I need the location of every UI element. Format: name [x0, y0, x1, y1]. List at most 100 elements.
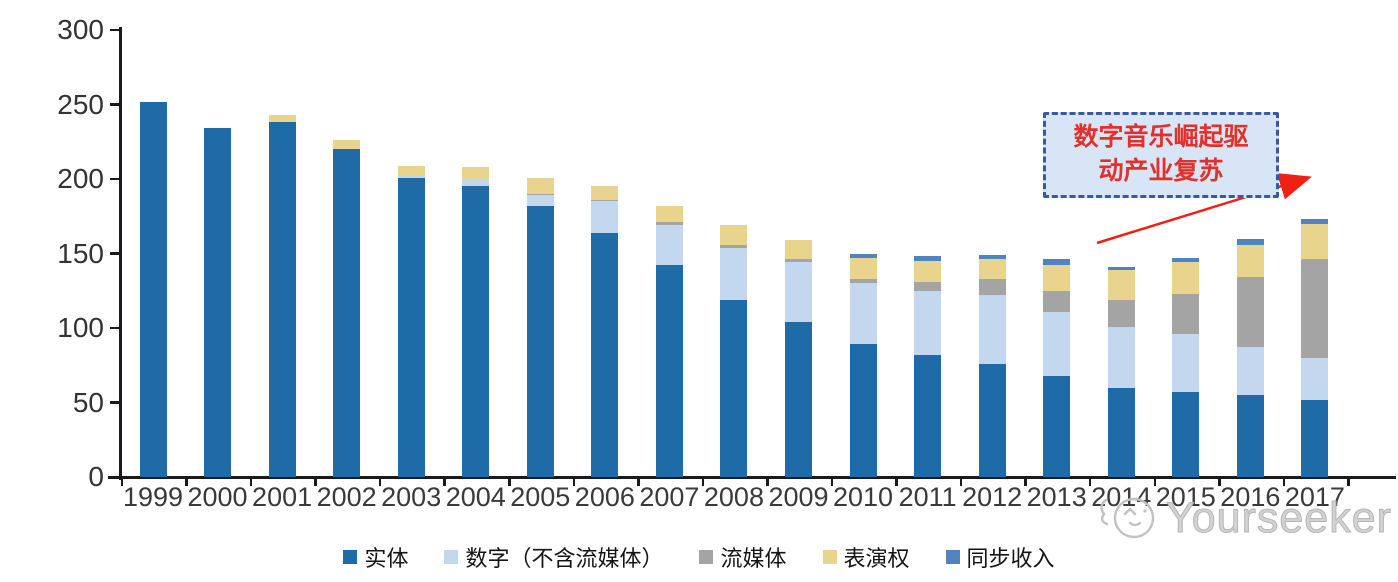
segment-performance-rights-2001: [268, 114, 296, 123]
x-axis-label-2012: 2012: [962, 482, 1023, 512]
legend-label-digital-ex-streaming: 数字（不含流媒体）: [465, 546, 664, 571]
y-axis-label: 200: [57, 163, 104, 194]
x-axis-label-2002: 2002: [316, 482, 377, 512]
segment-physical-2013: [1043, 375, 1071, 477]
y-tick-mark: [110, 326, 120, 330]
watermark-text: Yourseeker: [1166, 494, 1392, 543]
segment-physical-2004: [462, 186, 490, 477]
x-tick-mark: [1088, 478, 1092, 486]
segment-performance-rights-2012: [978, 259, 1006, 279]
x-tick-mark: [637, 478, 640, 486]
legend-item-streaming: 流媒体: [699, 541, 787, 573]
x-tick-mark: [1218, 478, 1221, 486]
x-tick-mark: [120, 478, 124, 486]
segment-sync-revenue-2013: [1043, 259, 1071, 266]
segment-streaming-2012: [978, 278, 1006, 296]
bar-2001: [268, 114, 296, 477]
x-tick-mark: [1347, 478, 1350, 486]
segment-streaming-2008: [720, 244, 748, 248]
x-axis-label-2000: 2000: [187, 482, 248, 512]
x-axis-label-2001: 2001: [252, 482, 313, 512]
legend: 实体 数字（不含流媒体） 流媒体 表演权 同步收入: [0, 541, 1398, 573]
segment-streaming-2009: [785, 259, 812, 263]
annotation-callout: 数字音乐崛起驱 动产业复苏: [1043, 112, 1279, 198]
segment-physical-2014: [1107, 387, 1135, 477]
bar-2011: [914, 256, 942, 477]
y-tick-mark: [110, 252, 120, 255]
segment-performance-rights-2008: [720, 225, 748, 245]
segment-performance-rights-2013: [1043, 265, 1071, 291]
segment-physical-2009: [785, 322, 812, 477]
segment-digital-ex-streaming-2003: [397, 176, 425, 178]
legend-swatch-sync-revenue: [945, 550, 960, 564]
x-tick-mark: [1024, 478, 1027, 486]
annotation-line-1: 数字音乐崛起驱: [1073, 124, 1249, 152]
segment-streaming-2011: [914, 281, 942, 291]
segment-streaming-2014: [1107, 299, 1135, 327]
watermark: Yourseeker: [1096, 492, 1392, 544]
segment-performance-rights-2010: [849, 257, 877, 279]
x-axis-label-2006: 2006: [574, 482, 635, 512]
legend-swatch-digital-ex-streaming: [444, 550, 459, 564]
y-axis-label: 250: [57, 88, 104, 120]
x-tick-mark: [572, 478, 576, 486]
segment-sync-revenue-2014: [1107, 266, 1135, 270]
segment-physical-2001: [268, 122, 296, 477]
x-axis-label-1999: 1999: [122, 482, 184, 512]
x-tick-mark: [830, 478, 834, 486]
x-axis: [108, 475, 1396, 479]
segment-streaming-2013: [1043, 290, 1071, 312]
x-tick-mark: [701, 478, 705, 486]
segment-physical-2005: [526, 205, 554, 477]
segment-performance-rights-2016: [1236, 244, 1264, 278]
bar-2000: [204, 128, 232, 477]
x-tick-mark: [766, 478, 769, 486]
x-axis-label-2017: 2017: [1284, 482, 1345, 512]
x-tick-mark: [1153, 478, 1157, 486]
x-axis-label-2009: 2009: [768, 482, 829, 512]
bar-2008: [720, 225, 748, 477]
segment-streaming-2006: [591, 199, 619, 202]
segment-digital-ex-streaming-2010: [849, 283, 877, 345]
segment-digital-ex-streaming-2005: [526, 195, 554, 206]
x-tick-mark: [378, 478, 382, 486]
segment-physical-2016: [1236, 395, 1264, 477]
bar-1999: [139, 101, 167, 477]
x-tick-mark: [185, 478, 188, 486]
y-axis-label: 100: [57, 312, 104, 343]
legend-label-physical: 实体: [364, 546, 409, 571]
segment-performance-rights-2015: [1172, 262, 1200, 294]
segment-sync-revenue-2016: [1236, 238, 1264, 245]
segment-performance-rights-2007: [655, 205, 683, 223]
segment-sync-revenue-2010: [849, 253, 877, 258]
segment-streaming-2005: [526, 193, 554, 196]
segment-digital-ex-streaming-2006: [591, 201, 619, 233]
bar-2017: [1301, 219, 1329, 477]
segment-digital-ex-streaming-2012: [978, 295, 1006, 364]
segment-performance-rights-2014: [1107, 269, 1135, 300]
segment-performance-rights-2004: [462, 167, 490, 181]
segment-streaming-2015: [1172, 293, 1200, 334]
segment-physical-2012: [978, 363, 1006, 477]
y-axis-label: 0: [88, 461, 104, 492]
segment-streaming-2016: [1236, 277, 1264, 348]
bar-2014: [1107, 266, 1135, 477]
segment-physical-2000: [204, 128, 232, 477]
segment-physical-2010: [849, 344, 877, 477]
segment-digital-ex-streaming-2017: [1301, 357, 1329, 400]
y-tick-mark: [110, 475, 120, 479]
segment-performance-rights-2005: [526, 177, 554, 194]
bar-2016: [1236, 238, 1264, 477]
segment-performance-rights-2006: [591, 186, 619, 200]
segment-performance-rights-2017: [1301, 223, 1329, 260]
segment-digital-ex-streaming-2004: [462, 180, 490, 187]
y-axis-label: 300: [57, 14, 104, 45]
legend-item-sync-revenue: 同步收入: [945, 541, 1055, 573]
segment-physical-2003: [397, 177, 425, 477]
segment-sync-revenue-2015: [1172, 257, 1200, 263]
segment-physical-2007: [655, 265, 683, 477]
segment-physical-2011: [914, 354, 942, 477]
x-axis-label-2005: 2005: [510, 482, 571, 512]
x-tick-mark: [249, 478, 253, 486]
legend-item-performance-rights: 表演权: [822, 541, 910, 573]
